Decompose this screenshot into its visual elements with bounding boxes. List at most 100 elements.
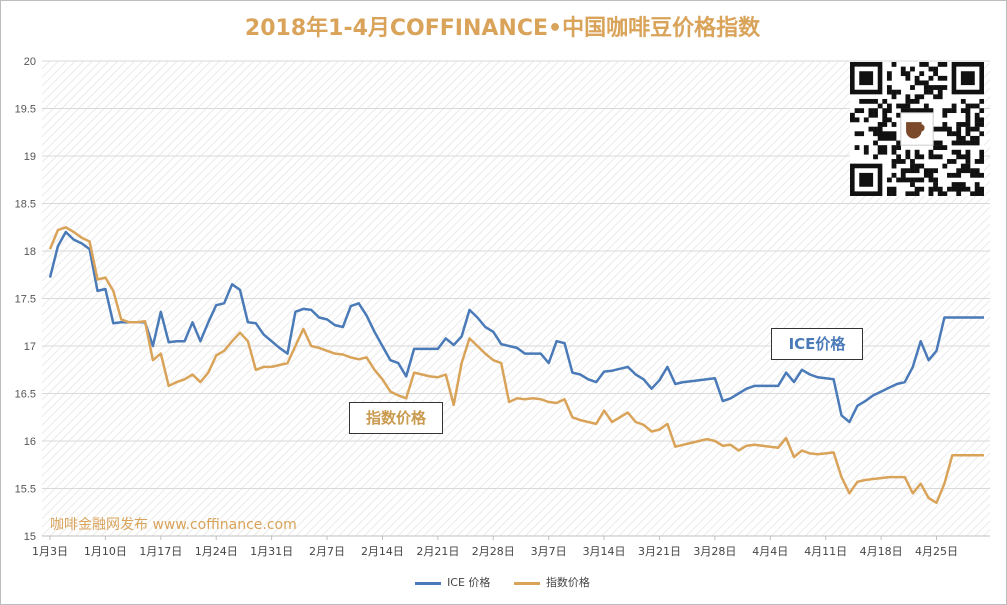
qr-module [960, 168, 966, 174]
qr-module [960, 186, 966, 192]
qr-module [854, 108, 860, 114]
qr-module [947, 108, 952, 114]
qr-module [882, 122, 888, 127]
qr-module [859, 98, 865, 104]
qr-module [974, 182, 980, 187]
y-tick-label: 16.5 [15, 389, 36, 401]
qr-module [937, 154, 943, 160]
qr-module [974, 117, 980, 123]
qr-module [956, 154, 962, 160]
qr-module [896, 112, 902, 118]
qr-module [882, 108, 888, 114]
qr-module [923, 103, 929, 109]
qr-module [979, 149, 985, 155]
qr-module [970, 168, 975, 174]
qr-module [891, 172, 897, 178]
qr-module [979, 122, 985, 127]
qr-module [882, 145, 888, 150]
x-tick-label: 4月4日 [752, 545, 788, 558]
qr-module [942, 62, 948, 67]
qr-module [928, 149, 934, 155]
qr-module [886, 117, 892, 123]
qr-module [891, 159, 897, 164]
qr-module [937, 186, 943, 192]
qr-module [919, 154, 925, 160]
qr-module [910, 191, 915, 197]
series-line-ice [48, 230, 984, 424]
qr-module [965, 149, 971, 155]
qr-module [942, 126, 948, 132]
qr-module [919, 80, 925, 86]
qr-module [965, 168, 971, 174]
qr-module [970, 103, 975, 109]
qr-module [956, 126, 962, 132]
qr-module [979, 154, 985, 160]
qr-module [886, 75, 892, 81]
qr-module [960, 108, 966, 114]
qr-module [886, 191, 892, 197]
qr-module [900, 168, 906, 174]
qr-module [914, 186, 920, 192]
qr-module [965, 131, 971, 137]
legend-swatch-index [513, 581, 540, 585]
x-tick-label: 2月14日 [361, 545, 404, 558]
qr-module [960, 154, 966, 160]
series-lines [48, 226, 984, 505]
qr-module [891, 62, 897, 67]
qr-module [900, 159, 906, 164]
qr-module [910, 66, 915, 72]
legend-item-index: 指数价格 [513, 574, 590, 590]
qr-module [910, 168, 915, 174]
qr-module [951, 103, 957, 109]
qr-module [914, 168, 920, 174]
qr-module [933, 94, 938, 100]
x-tick-label: 1月31日 [250, 545, 293, 558]
x-tick-label: 4月18日 [860, 545, 903, 558]
qr-module [891, 186, 897, 192]
qr-module [974, 159, 980, 164]
coffee-cup-icon [906, 122, 925, 139]
legend-label-index: 指数价格 [545, 576, 590, 589]
qr-module [951, 186, 957, 192]
qr-module [965, 186, 971, 192]
qr-module [942, 122, 948, 127]
qr-module [928, 177, 934, 183]
qr-module [933, 186, 938, 192]
qr-module [886, 177, 892, 183]
qr-module [882, 135, 888, 141]
qr-module [914, 163, 920, 169]
qr-module [956, 186, 962, 192]
qr-module [923, 62, 929, 67]
qr-module [886, 186, 892, 192]
qr-module [868, 108, 874, 114]
watermark-text: 咖啡金融网发布 www.coffinance.com [50, 517, 297, 533]
qr-module [900, 172, 906, 178]
qr-module [877, 149, 883, 155]
qr-module [933, 168, 938, 174]
qr-module [891, 135, 897, 141]
qr-module [896, 177, 902, 183]
qr-module [910, 163, 915, 169]
y-tick-label: 15 [24, 531, 36, 543]
qr-module [914, 154, 920, 160]
qr-module [882, 112, 888, 118]
y-tick-label: 20 [24, 56, 36, 68]
qr-module [905, 71, 911, 77]
qr-module [868, 126, 874, 132]
qr-module [928, 168, 934, 174]
qr-module [942, 75, 948, 81]
qr-module [942, 85, 948, 90]
qr-module [937, 94, 943, 100]
qr-module [974, 140, 980, 146]
qr-module [956, 182, 962, 187]
qr-module [928, 108, 934, 114]
qr-module [850, 112, 855, 118]
qr-module [923, 168, 929, 174]
index-price-annotation: 指数价格 [349, 402, 443, 434]
qr-module [896, 140, 902, 146]
qr-module [919, 62, 925, 67]
y-tick-label: 18 [24, 246, 36, 258]
qr-module [886, 85, 892, 90]
qr-module [877, 122, 883, 127]
